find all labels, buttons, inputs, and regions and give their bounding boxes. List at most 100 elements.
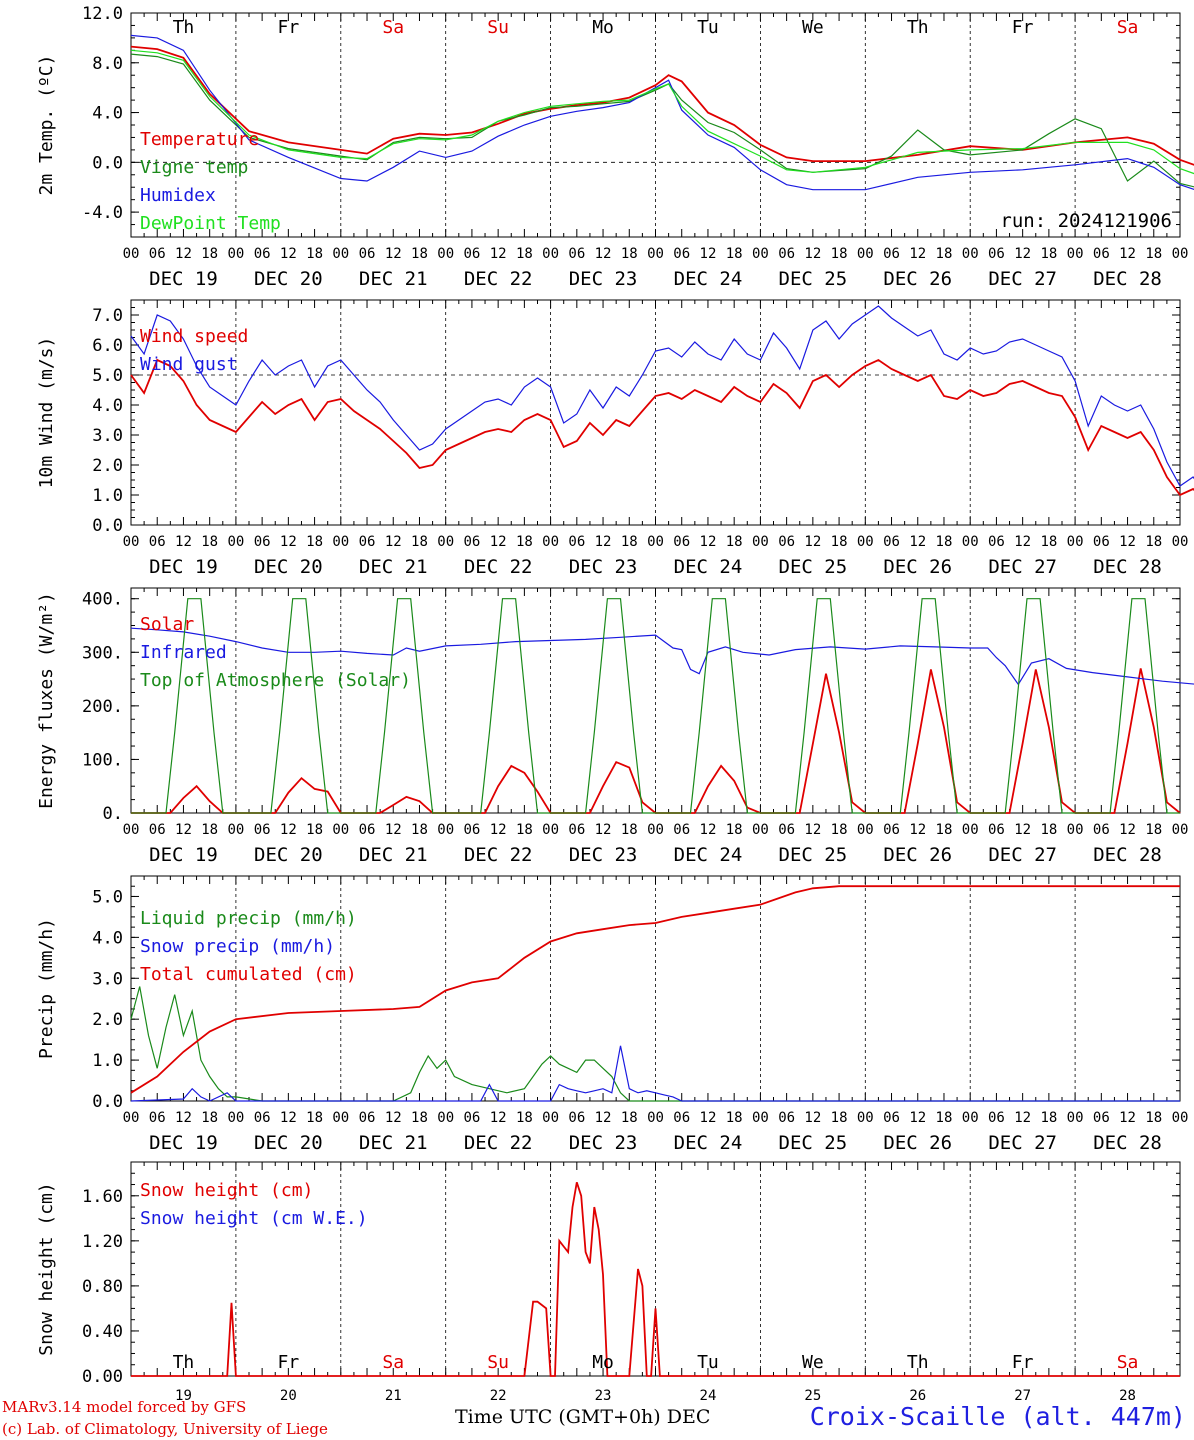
- date-label: DEC 22: [464, 268, 533, 290]
- weekday-label: We: [802, 17, 824, 38]
- hour-tick-label: 00: [1172, 246, 1189, 262]
- hour-tick-label: 06: [988, 246, 1005, 262]
- date-label: DEC 23: [569, 268, 638, 290]
- hour-tick-label: 00: [857, 1110, 874, 1126]
- hour-tick-label: 06: [568, 1110, 585, 1126]
- y-tick-label: 0.0: [92, 516, 123, 536]
- date-label: DEC 21: [359, 556, 428, 578]
- hour-tick-label: 00: [647, 822, 664, 838]
- weekday-label: Sa: [382, 1352, 404, 1373]
- date-label: DEC 19: [149, 844, 218, 866]
- hour-tick-label: 06: [673, 534, 690, 550]
- y-tick-label: -4.0: [82, 203, 123, 223]
- weekday-label: Su: [487, 1352, 509, 1373]
- hour-tick-label: 06: [568, 246, 585, 262]
- hour-tick-label: 12: [490, 1110, 507, 1126]
- hour-tick-label: 18: [831, 1110, 848, 1126]
- hour-tick-label: 18: [201, 534, 218, 550]
- legend-entry: Snow height (cm W.E.): [140, 1208, 368, 1229]
- hour-tick-label: 00: [962, 822, 979, 838]
- date-label: DEC 27: [988, 844, 1057, 866]
- hour-tick-label: 18: [411, 1110, 428, 1126]
- hour-tick-label: 18: [726, 822, 743, 838]
- weekday-label: Th: [173, 17, 195, 38]
- hour-tick-label: 06: [463, 534, 480, 550]
- hour-tick-label: 06: [778, 246, 795, 262]
- date-label: DEC 23: [569, 556, 638, 578]
- hour-tick-label: 06: [988, 534, 1005, 550]
- y-tick-label: 12.0: [82, 4, 123, 24]
- hour-tick-label: 00: [227, 822, 244, 838]
- panel-temp: 12.0 8.0 4.0 0.0 -4.0 2m Temp. (ºC) Temperatur…: [36, 4, 1194, 290]
- hour-tick-label: 06: [883, 534, 900, 550]
- hour-tick-label: 06: [568, 534, 585, 550]
- weekday-label: Th: [907, 17, 929, 38]
- hour-tick-label: 12: [804, 1110, 821, 1126]
- day-number-label: 24: [700, 1388, 717, 1404]
- hour-tick-label: 18: [1040, 534, 1057, 550]
- hour-tick-label: 12: [280, 534, 297, 550]
- legend-entry: Vigne temp: [140, 157, 248, 178]
- hour-tick-label: 12: [909, 822, 926, 838]
- hour-tick-label: 18: [1040, 822, 1057, 838]
- hour-tick-label: 00: [542, 1110, 559, 1126]
- hour-tick-label: 12: [280, 1110, 297, 1126]
- panel-energy: 400. 300. 200. 100. 0. Energy fluxes (W/m²) So…: [36, 587, 1194, 866]
- y-tick-label: 4.0: [92, 928, 123, 948]
- y-tick-label: 200.: [82, 697, 123, 717]
- y-axis-label: Snow height (cm): [36, 1182, 57, 1355]
- hour-tick-label: 18: [306, 246, 323, 262]
- hour-tick-label: 00: [857, 246, 874, 262]
- hour-tick-label: 00: [962, 534, 979, 550]
- series-line-temperature: [130, 45, 1194, 166]
- hour-tick-label: 18: [1145, 534, 1162, 550]
- date-label: DEC 22: [464, 1132, 533, 1154]
- y-tick-label: 5.0: [92, 366, 123, 386]
- panel-frame: [130, 587, 1181, 814]
- hour-tick-label: 12: [595, 246, 612, 262]
- hour-tick-label: 18: [516, 534, 533, 550]
- hour-tick-label: 12: [700, 246, 717, 262]
- x-axis-title: Time UTC (GMT+0h) DEC: [455, 1406, 711, 1428]
- day-number-label: 28: [1119, 1388, 1136, 1404]
- day-number-label: 22: [490, 1388, 507, 1404]
- hour-tick-label: 06: [149, 1110, 166, 1126]
- y-tick-label: 1.20: [82, 1232, 123, 1252]
- date-label: DEC 25: [779, 556, 848, 578]
- date-label: DEC 26: [883, 556, 952, 578]
- date-label: DEC 21: [359, 1132, 428, 1154]
- hour-tick-label: 18: [621, 1110, 638, 1126]
- date-label: DEC 21: [359, 844, 428, 866]
- hour-tick-label: 18: [1040, 246, 1057, 262]
- hour-tick-label: 18: [936, 246, 953, 262]
- hour-tick-label: 12: [595, 534, 612, 550]
- y-tick-label: 1.0: [92, 486, 123, 506]
- hour-tick-label: 18: [1040, 1110, 1057, 1126]
- legend-entry: DewPoint Temp: [140, 213, 281, 234]
- hour-tick-label: 12: [1014, 1110, 1031, 1126]
- run-label: run: 2024121906: [1000, 210, 1172, 232]
- weekday-label: Fr: [278, 1352, 300, 1373]
- date-label: DEC 26: [883, 844, 952, 866]
- hour-tick-label: 00: [437, 534, 454, 550]
- hour-tick-label: 06: [1093, 534, 1110, 550]
- legend-entry: Total cumulated (cm): [140, 964, 357, 985]
- hour-tick-label: 12: [385, 1110, 402, 1126]
- date-label: DEC 23: [569, 1132, 638, 1154]
- date-label: DEC 27: [988, 1132, 1057, 1154]
- date-label: DEC 25: [779, 1132, 848, 1154]
- hour-tick-label: 18: [831, 534, 848, 550]
- y-tick-label: 4.0: [92, 104, 123, 124]
- hour-tick-label: 06: [673, 246, 690, 262]
- hour-tick-label: 18: [516, 246, 533, 262]
- hour-tick-label: 06: [1093, 246, 1110, 262]
- hour-tick-label: 12: [909, 1110, 926, 1126]
- panel-frame: [130, 12, 1181, 238]
- legend-entry: Temperature: [140, 129, 259, 150]
- hour-tick-label: 12: [909, 534, 926, 550]
- y-tick-label: 4.0: [92, 396, 123, 416]
- date-label: DEC 20: [254, 556, 323, 578]
- y-tick-label: 7.0: [92, 306, 123, 326]
- hour-tick-label: 06: [988, 822, 1005, 838]
